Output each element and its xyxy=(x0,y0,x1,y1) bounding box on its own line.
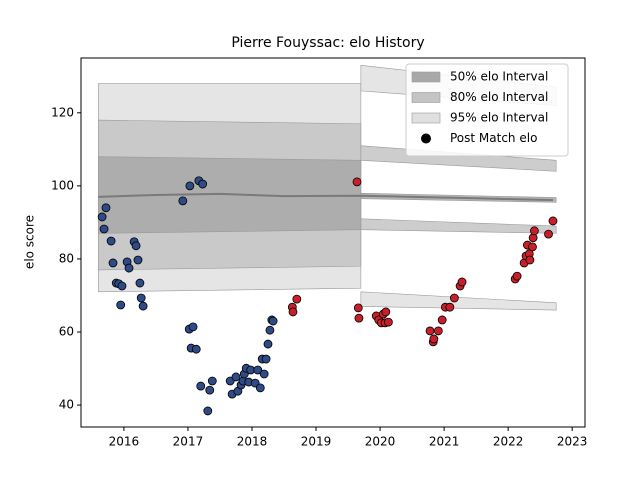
elo-point xyxy=(352,177,362,187)
elo-point xyxy=(445,302,455,312)
elo-point xyxy=(544,229,553,239)
elo-point xyxy=(383,317,393,327)
elo-point xyxy=(253,365,263,375)
legend-swatch xyxy=(411,112,441,124)
y-tick-label: 60 xyxy=(59,325,74,339)
elo-point xyxy=(530,226,539,236)
y-tick-label: 40 xyxy=(59,398,74,412)
elo-point xyxy=(354,313,364,323)
plot-frame xyxy=(80,57,586,428)
y-axis-label: elo score xyxy=(23,215,37,269)
legend-label: 95% elo Interval xyxy=(450,111,548,125)
y-tick-label: 100 xyxy=(51,178,74,192)
elo-point xyxy=(131,241,141,251)
elo-point xyxy=(205,385,215,395)
elo-point xyxy=(135,278,145,288)
elo-point xyxy=(117,281,127,291)
elo-point xyxy=(259,369,269,379)
elo-point xyxy=(138,301,148,311)
elo-point xyxy=(263,339,273,349)
elo-point xyxy=(381,307,391,317)
x-tick-label: 2022 xyxy=(493,435,524,449)
elo-point xyxy=(429,334,439,344)
legend-swatch xyxy=(411,71,441,83)
elo-point xyxy=(136,293,146,303)
interval-band xyxy=(360,291,557,311)
y-tick-label: 80 xyxy=(59,251,74,265)
elo-point xyxy=(265,325,275,335)
chart-title: Pierre Fouyssac: elo History xyxy=(231,35,424,51)
elo-point xyxy=(97,212,107,222)
elo-point xyxy=(525,255,535,265)
x-tick-label: 2018 xyxy=(237,435,268,449)
elo-point xyxy=(288,307,298,317)
x-tick-label: 2016 xyxy=(109,435,140,449)
elo-point xyxy=(353,303,363,313)
legend-label: 80% elo Interval xyxy=(450,90,548,104)
x-tick-label: 2019 xyxy=(301,435,332,449)
elo-point xyxy=(198,179,208,189)
x-tick-label: 2020 xyxy=(365,435,396,449)
elo-point xyxy=(433,326,443,336)
elo-point xyxy=(191,344,201,354)
interval-band xyxy=(360,218,557,234)
elo-point xyxy=(185,181,195,191)
legend-box xyxy=(405,63,569,157)
elo-point xyxy=(207,376,217,386)
legend-marker xyxy=(421,133,431,144)
elo-point xyxy=(437,315,447,325)
elo-point xyxy=(457,277,467,287)
elo-point xyxy=(133,255,143,265)
elo-point xyxy=(512,271,522,281)
x-tick-label: 2023 xyxy=(557,435,588,449)
elo-point xyxy=(116,300,126,310)
legend-swatch xyxy=(411,92,441,103)
elo-point xyxy=(261,354,271,364)
elo-point xyxy=(203,406,213,416)
elo-point xyxy=(99,224,109,234)
elo-point xyxy=(528,242,537,252)
elo-point xyxy=(178,196,188,206)
elo-point xyxy=(231,372,241,382)
x-tick-label: 2021 xyxy=(429,435,460,449)
median-line xyxy=(98,192,554,202)
elo-point xyxy=(196,381,206,391)
elo-point xyxy=(292,294,302,304)
elo-point xyxy=(548,216,558,226)
elo-point xyxy=(255,383,265,393)
elo-point xyxy=(108,258,118,268)
elo-point xyxy=(188,322,198,332)
legend-label: Post Match elo xyxy=(450,131,537,145)
elo-point xyxy=(449,293,459,303)
y-tick-label: 120 xyxy=(51,105,74,119)
elo-point xyxy=(268,316,278,326)
elo-point xyxy=(425,326,435,336)
elo-point xyxy=(106,236,116,246)
legend-label: 50% elo Interval xyxy=(450,70,548,84)
elo-point xyxy=(124,263,134,273)
elo-point xyxy=(101,203,111,213)
x-tick-label: 2017 xyxy=(173,435,204,449)
